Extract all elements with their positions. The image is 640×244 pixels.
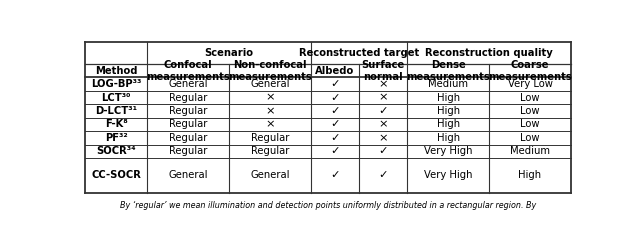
Text: Dense
measurements: Dense measurements <box>406 60 490 81</box>
Text: Confocal
measurements: Confocal measurements <box>146 60 230 81</box>
Text: Very High: Very High <box>424 146 472 156</box>
Text: Non-confocal
measurements: Non-confocal measurements <box>228 60 312 81</box>
Text: General: General <box>250 79 290 89</box>
Text: High: High <box>436 119 460 129</box>
Text: Low: Low <box>520 119 540 129</box>
Text: ✓: ✓ <box>330 106 340 116</box>
Text: ✓: ✓ <box>330 79 340 89</box>
Text: ×: × <box>266 92 275 102</box>
Text: Albedo: Albedo <box>316 66 355 76</box>
Text: F-K⁸: F-K⁸ <box>105 119 127 129</box>
Text: D-LCT³¹: D-LCT³¹ <box>95 106 137 116</box>
Text: ×: × <box>266 119 275 129</box>
Text: By ‘regular’ we mean illumination and detection points uniformly distributed in : By ‘regular’ we mean illumination and de… <box>120 201 536 210</box>
Text: ×: × <box>378 133 388 143</box>
Text: Low: Low <box>520 106 540 116</box>
Text: Regular: Regular <box>169 119 207 129</box>
Text: ×: × <box>378 79 388 89</box>
Text: High: High <box>518 170 541 180</box>
Text: SOCR³⁴: SOCR³⁴ <box>96 146 136 156</box>
Text: ✓: ✓ <box>330 92 340 102</box>
Text: ×: × <box>378 119 388 129</box>
Text: ×: × <box>266 106 275 116</box>
Text: Method: Method <box>95 66 138 76</box>
Text: Scenario: Scenario <box>205 48 253 58</box>
Text: ✓: ✓ <box>330 170 340 180</box>
Text: Regular: Regular <box>169 92 207 102</box>
Text: ✓: ✓ <box>378 146 388 156</box>
Text: ×: × <box>378 92 388 102</box>
Text: Regular: Regular <box>169 106 207 116</box>
Text: ✓: ✓ <box>330 119 340 129</box>
Text: General: General <box>168 79 208 89</box>
Text: Medium: Medium <box>510 146 550 156</box>
Text: ✓: ✓ <box>330 133 340 143</box>
Text: Surface
normal: Surface normal <box>362 60 404 81</box>
Text: ✓: ✓ <box>378 170 388 180</box>
Text: Regular: Regular <box>251 146 289 156</box>
Text: Regular: Regular <box>251 133 289 143</box>
Text: CC-SOCR: CC-SOCR <box>91 170 141 180</box>
Text: Low: Low <box>520 133 540 143</box>
Text: Coarse
measurements: Coarse measurements <box>488 60 572 81</box>
Text: ✓: ✓ <box>378 106 388 116</box>
Text: Medium: Medium <box>428 79 468 89</box>
Text: PF³²: PF³² <box>105 133 127 143</box>
Text: LCT³⁰: LCT³⁰ <box>101 92 131 102</box>
Text: General: General <box>168 170 208 180</box>
Text: Very Low: Very Low <box>508 79 552 89</box>
Text: Very High: Very High <box>424 170 472 180</box>
Text: Regular: Regular <box>169 146 207 156</box>
Text: High: High <box>436 133 460 143</box>
Text: ✓: ✓ <box>330 146 340 156</box>
Text: High: High <box>436 92 460 102</box>
Text: LOG-BP³³: LOG-BP³³ <box>91 79 141 89</box>
Text: General: General <box>250 170 290 180</box>
Text: High: High <box>436 106 460 116</box>
Text: Regular: Regular <box>169 133 207 143</box>
Text: Reconstructed target: Reconstructed target <box>299 48 419 58</box>
Text: Low: Low <box>520 92 540 102</box>
Text: Reconstruction quality: Reconstruction quality <box>425 48 553 58</box>
